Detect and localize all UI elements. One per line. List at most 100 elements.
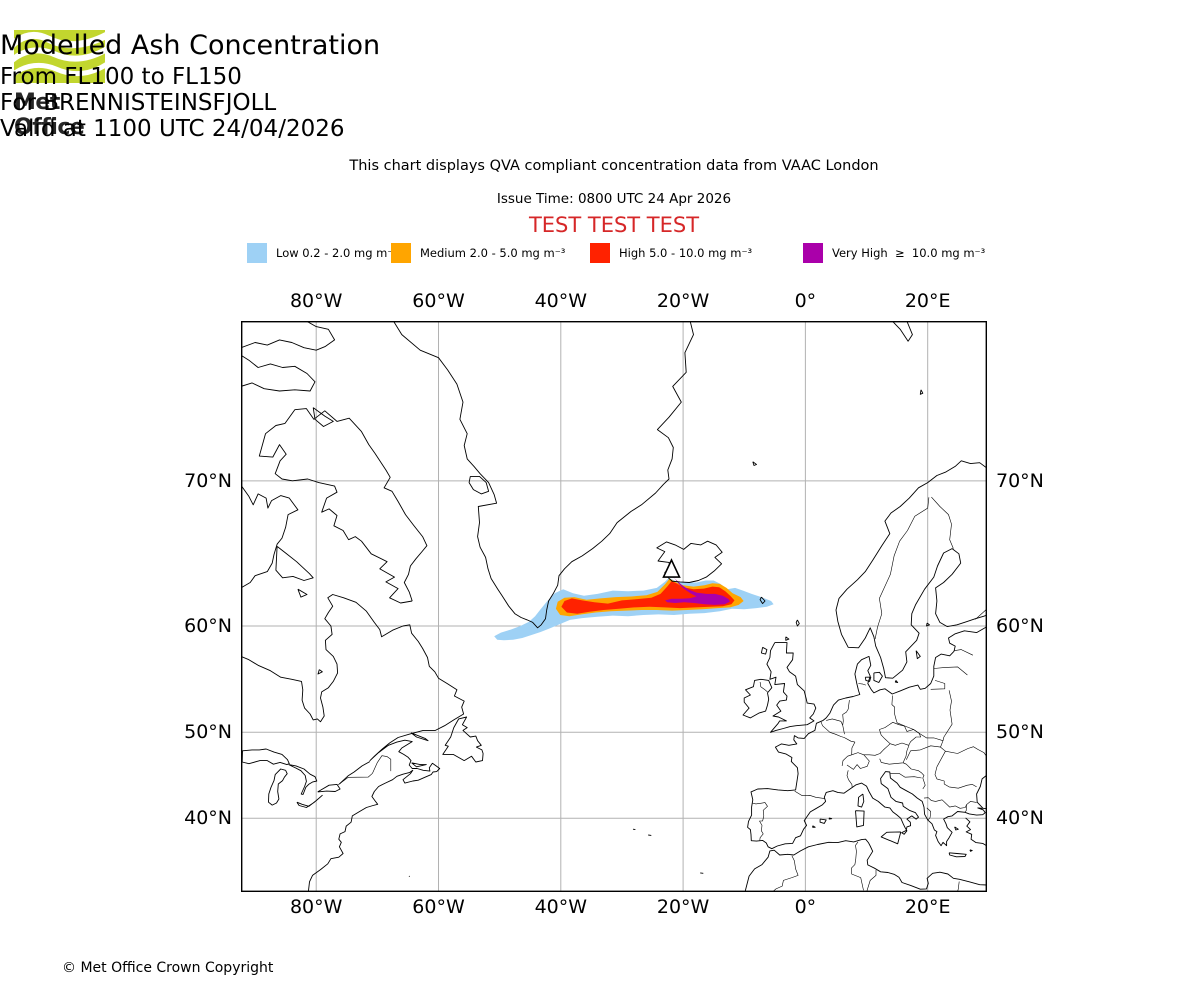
coastline <box>785 636 790 641</box>
coastline <box>317 669 323 675</box>
axis-tick-label: 80°W <box>289 896 343 918</box>
coastline <box>954 826 959 831</box>
coastline <box>411 762 427 768</box>
coastline <box>976 774 987 809</box>
legend-swatch <box>391 242 411 263</box>
coastline <box>468 475 490 495</box>
coastline <box>969 849 973 852</box>
coastline <box>258 408 428 604</box>
legend-label: Low 0.2 - 2.0 mg m⁻³ <box>276 245 399 260</box>
country-border <box>936 746 987 767</box>
map-frame <box>241 321 987 892</box>
country-border <box>896 722 944 748</box>
coastline <box>410 732 429 742</box>
coastline <box>759 596 766 605</box>
axis-tick-label: 40°N <box>184 807 232 830</box>
test-banner: TEST TEST TEST <box>528 213 700 237</box>
country-border <box>926 807 931 821</box>
country-border <box>820 721 856 755</box>
country-border <box>941 799 977 809</box>
coastline <box>926 622 930 627</box>
country-border <box>338 755 392 786</box>
flight-level-line: From FL100 to FL150 <box>0 64 242 90</box>
country-border <box>964 804 967 813</box>
coastline <box>241 594 465 892</box>
coastline <box>442 716 484 763</box>
country-border <box>846 754 870 770</box>
country-border <box>842 700 850 726</box>
country-border <box>826 718 845 735</box>
legend-label: Medium 2.0 - 5.0 mg m⁻³ <box>420 245 566 260</box>
volcano-name-line: For BRENNISTEINSFJOLL <box>0 90 277 116</box>
country-border <box>931 496 954 549</box>
coastline <box>241 748 290 766</box>
country-border <box>851 841 864 891</box>
coastline <box>241 484 299 589</box>
country-border <box>906 745 946 760</box>
volcano-marker-icon <box>662 558 681 578</box>
country-border <box>975 607 987 620</box>
country-border <box>879 745 910 765</box>
coastline <box>296 794 323 808</box>
legend-label: High 5.0 - 10.0 mg m⁻³ <box>619 245 753 260</box>
axis-tick-label: 80°W <box>289 290 343 312</box>
coastline <box>766 642 817 733</box>
coastline <box>747 626 987 850</box>
coastline <box>392 321 694 629</box>
coastline <box>880 831 902 845</box>
issue-time: Issue Time: 0800 UTC 24 Apr 2026 <box>496 191 732 207</box>
copyright-note: © Met Office Crown Copyright <box>62 960 274 976</box>
axis-tick-label: 60°W <box>412 896 465 918</box>
ash-plume-level-3 <box>665 575 730 605</box>
axis-tick-label: 60°N <box>996 615 1044 638</box>
axis-tick-label: 70°N <box>996 469 1044 492</box>
axis-tick-label: 20°E <box>904 896 951 918</box>
page-title: Modelled Ash Concentration <box>0 30 381 61</box>
axis-tick-label: 60°W <box>412 290 465 312</box>
coastline <box>275 546 314 581</box>
map: 80°W 80°W 60°W 60°W 40°W 40°W 20°W 20°W 0° 0° 20°E… <box>184 290 1044 918</box>
coastline <box>891 321 913 342</box>
axis-tick-label: 40°N <box>996 807 1044 830</box>
country-border <box>841 754 852 766</box>
coastline <box>241 321 336 351</box>
legend-item: Medium 2.0 - 5.0 mg m⁻³ <box>391 242 565 263</box>
coastline <box>241 354 316 392</box>
axis-tick-label: 0° <box>794 290 817 312</box>
coastline <box>288 764 318 795</box>
legend-swatch <box>590 242 610 263</box>
coastline <box>656 540 723 583</box>
axis-tick-label: 20°W <box>656 896 710 918</box>
country-border <box>879 722 921 746</box>
legend-swatch <box>247 242 267 263</box>
coastline <box>744 838 987 892</box>
legend-item: High 5.0 - 10.0 mg m⁻³ <box>590 242 752 263</box>
coastline <box>317 783 341 793</box>
coastline <box>855 810 865 828</box>
legend-label: Very High ≥ 10.0 mg m⁻³ <box>832 245 986 260</box>
coastline <box>857 793 865 808</box>
country-border <box>874 497 930 640</box>
coastline <box>752 461 757 466</box>
axis-tick-label: 50°N <box>996 721 1044 744</box>
country-border <box>903 762 926 790</box>
legend-item: Low 0.2 - 2.0 mg m⁻³ <box>247 242 398 263</box>
country-border <box>934 766 977 789</box>
country-border <box>771 855 799 892</box>
ash-plume-level-2 <box>561 581 735 614</box>
coastline <box>948 852 967 858</box>
map-canvas <box>241 321 987 892</box>
met-office-logo: Met Office <box>9 30 114 140</box>
coastline <box>828 817 833 820</box>
axis-tick-label: 0° <box>794 896 817 918</box>
coastline <box>312 407 334 427</box>
valid-time-line: Valid at 1100 UTC 24/04/2026 <box>0 116 345 142</box>
coastline <box>760 646 768 655</box>
country-border <box>866 870 877 892</box>
country-border <box>752 802 768 841</box>
coastline <box>742 678 773 719</box>
country-border <box>953 649 974 656</box>
coastline <box>297 588 308 598</box>
axis-tick-label: 40°W <box>534 896 588 918</box>
